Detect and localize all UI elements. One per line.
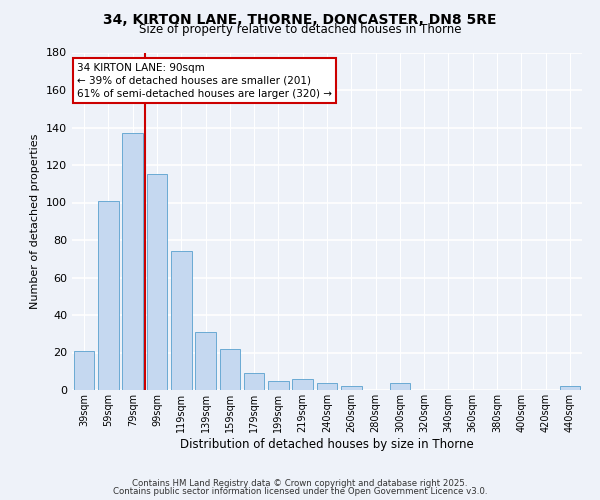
- Bar: [341, 386, 362, 390]
- Bar: [560, 386, 580, 390]
- Text: Size of property relative to detached houses in Thorne: Size of property relative to detached ho…: [139, 22, 461, 36]
- Bar: [98, 200, 119, 390]
- Text: 34 KIRTON LANE: 90sqm
← 39% of detached houses are smaller (201)
61% of semi-det: 34 KIRTON LANE: 90sqm ← 39% of detached …: [77, 62, 332, 99]
- Y-axis label: Number of detached properties: Number of detached properties: [31, 134, 40, 309]
- Bar: [171, 251, 191, 390]
- Bar: [74, 350, 94, 390]
- Bar: [292, 379, 313, 390]
- Bar: [122, 133, 143, 390]
- Bar: [389, 382, 410, 390]
- Bar: [317, 382, 337, 390]
- Bar: [220, 349, 240, 390]
- Bar: [195, 332, 216, 390]
- Text: Contains public sector information licensed under the Open Government Licence v3: Contains public sector information licen…: [113, 487, 487, 496]
- X-axis label: Distribution of detached houses by size in Thorne: Distribution of detached houses by size …: [180, 438, 474, 450]
- Bar: [146, 174, 167, 390]
- Bar: [244, 373, 265, 390]
- Bar: [268, 380, 289, 390]
- Text: Contains HM Land Registry data © Crown copyright and database right 2025.: Contains HM Land Registry data © Crown c…: [132, 478, 468, 488]
- Text: 34, KIRTON LANE, THORNE, DONCASTER, DN8 5RE: 34, KIRTON LANE, THORNE, DONCASTER, DN8 …: [103, 12, 497, 26]
